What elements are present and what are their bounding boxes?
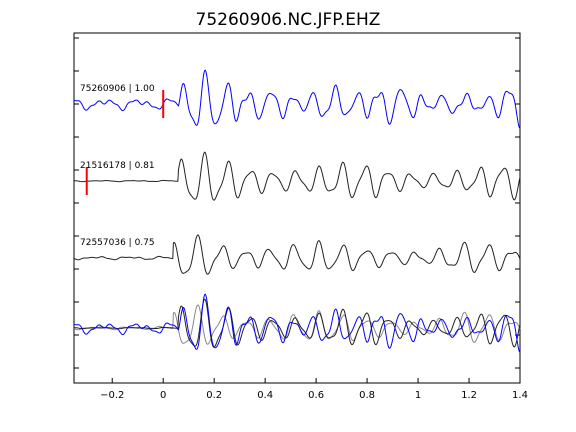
- trace-line-2: [73, 151, 521, 201]
- trace-label-1: 75260906 | 1.00: [80, 84, 155, 94]
- x-axis-ticks: −0.2 0 0.2 0.4 0.6 0.8 1 1.2 1.4: [100, 378, 528, 401]
- x-tick-label: 1.4: [512, 390, 528, 401]
- x-tick-label: 1: [415, 390, 421, 401]
- pick-markers: [85, 90, 165, 195]
- trace-label-3: 72557036 | 0.75: [80, 238, 155, 248]
- trace-line-1: [73, 69, 521, 129]
- trace-label-2: 21516178 | 0.81: [80, 161, 155, 171]
- overlay-trace-1: [73, 293, 521, 353]
- overlay-trace-3: [73, 304, 521, 345]
- y-axis-ticks: [74, 37, 520, 369]
- x-tick-label: 0: [160, 390, 166, 401]
- trace-labels: 75260906 | 1.00 21516178 | 0.81 72557036 |…: [80, 84, 155, 248]
- x-tick-label: 1.2: [461, 390, 477, 401]
- trace-layer: [73, 69, 521, 353]
- x-tick-label: 0.4: [257, 390, 273, 401]
- x-tick-label: 0.6: [308, 390, 324, 401]
- x-tick-label: 0.8: [359, 390, 375, 401]
- overlay-trace-2: [73, 298, 521, 348]
- trace-line-3: [73, 234, 521, 275]
- x-tick-label: −0.2: [100, 390, 124, 401]
- x-tick-label: 0.2: [206, 390, 222, 401]
- chart-title: 75260906.NC.JFP.EHZ: [196, 10, 381, 30]
- plot-frame: [73, 32, 521, 384]
